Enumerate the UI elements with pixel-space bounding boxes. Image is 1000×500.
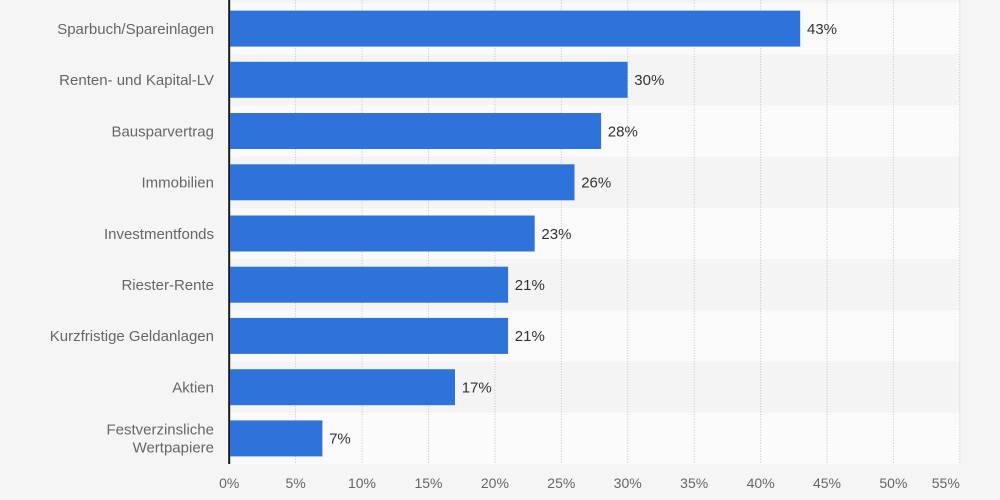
svg-text:Aktien: Aktien (172, 380, 214, 397)
svg-text:Festverzinsliche: Festverzinsliche (106, 421, 214, 438)
svg-text:Kurzfristige Geldanlagen: Kurzfristige Geldanlagen (50, 328, 214, 345)
svg-text:50%: 50% (879, 475, 907, 491)
svg-text:20%: 20% (481, 475, 509, 491)
svg-text:Riester-Rente: Riester-Rente (121, 277, 214, 294)
svg-text:Renten- und Kapital-LV: Renten- und Kapital-LV (59, 72, 214, 89)
svg-text:Sparbuch/Spareinlagen: Sparbuch/Spareinlagen (57, 21, 214, 38)
svg-text:15%: 15% (414, 475, 442, 491)
svg-text:30%: 30% (614, 475, 642, 491)
svg-text:21%: 21% (515, 328, 545, 345)
svg-text:25%: 25% (547, 475, 575, 491)
svg-text:Wertpapiere: Wertpapiere (133, 439, 214, 456)
svg-text:43%: 43% (807, 21, 837, 38)
svg-text:5%: 5% (285, 475, 305, 491)
svg-text:55%: 55% (932, 475, 960, 491)
svg-text:35%: 35% (680, 475, 708, 491)
svg-text:Investmentfonds: Investmentfonds (104, 226, 214, 243)
svg-text:28%: 28% (608, 123, 638, 140)
svg-text:7%: 7% (329, 431, 351, 448)
svg-text:Bausparvertrag: Bausparvertrag (111, 123, 214, 140)
svg-text:45%: 45% (813, 475, 841, 491)
svg-text:17%: 17% (462, 380, 492, 397)
svg-text:40%: 40% (747, 475, 775, 491)
svg-text:21%: 21% (515, 277, 545, 294)
svg-text:30%: 30% (634, 72, 664, 89)
svg-text:23%: 23% (541, 226, 571, 243)
svg-text:Immobilien: Immobilien (141, 175, 214, 192)
svg-text:26%: 26% (581, 175, 611, 192)
svg-text:0%: 0% (219, 475, 239, 491)
svg-text:10%: 10% (348, 475, 376, 491)
